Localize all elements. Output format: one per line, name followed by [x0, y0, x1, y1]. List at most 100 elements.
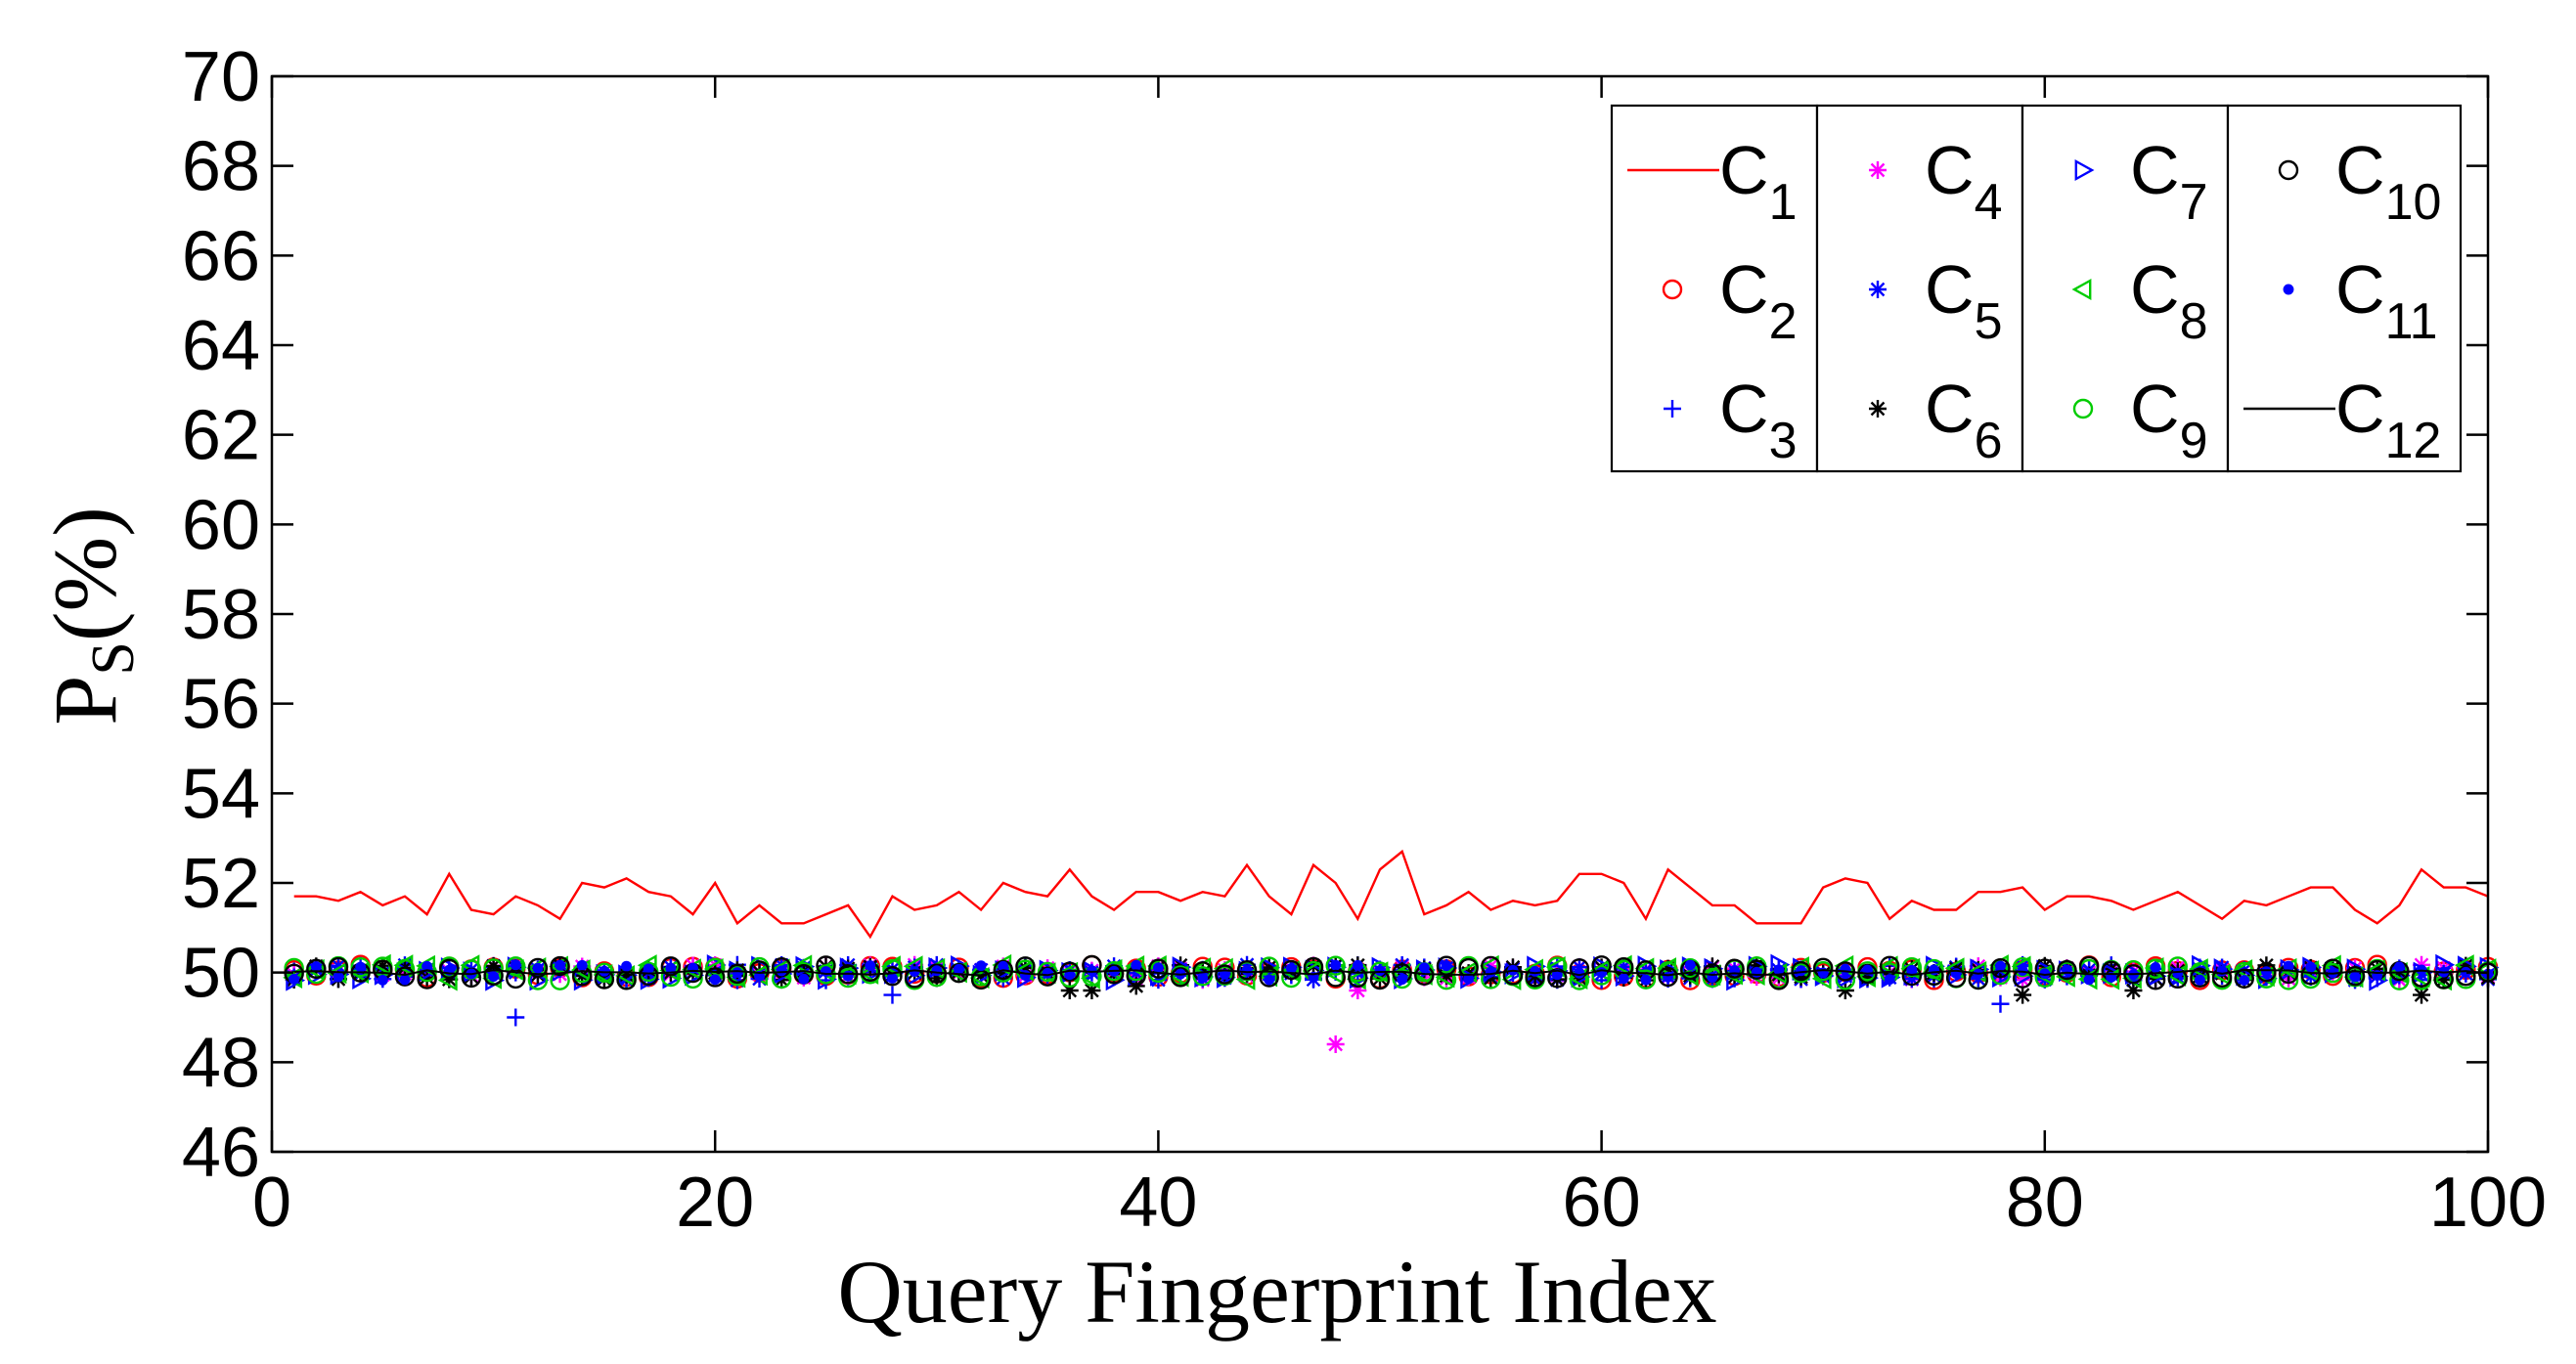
series-c9-point	[506, 956, 526, 977]
series-c5-point	[2257, 968, 2276, 987]
series-c11-point	[1796, 965, 1806, 977]
legend-label-base: C	[1925, 371, 1975, 447]
series-c12-line	[293, 969, 2489, 977]
series-c10-point	[705, 967, 726, 988]
series-c11-point-shape	[1374, 965, 1386, 977]
series-c11-point	[621, 960, 633, 972]
series-c6-point	[2368, 959, 2386, 978]
y-tick-label: 58	[182, 576, 260, 654]
plot-marks	[283, 849, 2500, 1053]
series-c6-point	[2434, 971, 2453, 990]
series-c9-point	[1325, 955, 1346, 976]
y-tick-label: 66	[182, 217, 260, 295]
series-c10-point-shape	[2057, 959, 2077, 981]
series-c9-point-shape	[350, 956, 371, 978]
legend-label-sub: 8	[2180, 293, 2208, 350]
series-c11-point	[1397, 974, 1408, 986]
legend-label-sub: 10	[2385, 174, 2442, 231]
series-c6-point-shape	[440, 970, 459, 989]
series-c10-point	[1236, 959, 1258, 981]
series-c1	[293, 849, 2489, 940]
series-c11-point-shape	[377, 974, 388, 986]
series-c11-point	[975, 960, 987, 972]
series-c11-point	[954, 963, 964, 975]
series-c11-point-shape	[732, 967, 743, 979]
series-c6-point	[617, 965, 636, 984]
legend-marker-sample-shape	[1869, 400, 1887, 418]
series-c11-point	[1640, 974, 1652, 986]
series-c11-point-shape	[2305, 961, 2317, 973]
series-c10-point-shape	[2344, 966, 2366, 987]
legend-label-sub: 12	[2385, 413, 2442, 469]
legend-label: C11	[2335, 251, 2438, 350]
series-c10-point	[2190, 967, 2210, 989]
legend-marker-sample	[2071, 278, 2092, 301]
series-c10-point	[2057, 959, 2077, 981]
series-c11-point	[333, 971, 344, 983]
series-c11-point	[377, 974, 388, 986]
series-c11-point	[865, 960, 876, 972]
series-c10-point-shape	[1148, 958, 1169, 979]
series-c6-point	[1371, 969, 1389, 988]
series-c7-point	[662, 967, 683, 990]
series-c11-point	[2349, 971, 2361, 983]
x-tick-label: 100	[2429, 1164, 2547, 1242]
series-c10-point-shape	[1724, 958, 1745, 979]
series-c11-point-shape	[1131, 959, 1142, 971]
legend-label-base: C	[1719, 371, 1769, 447]
series-c10-point	[1103, 964, 1125, 985]
legend-entry-c12: C12	[2243, 371, 2441, 469]
legend-label-sub: 7	[2180, 174, 2208, 231]
series-c6-point	[1858, 968, 1877, 987]
legend-label: C9	[2130, 371, 2207, 469]
series-c11-point-shape	[842, 970, 854, 982]
legend-marker-sample-shape	[2071, 278, 2092, 301]
legend-entry-c1: C1	[1627, 132, 1797, 231]
y-tick-label: 64	[182, 307, 260, 385]
legend-entry-c10: C10	[2278, 132, 2442, 231]
series-c5-point	[728, 971, 746, 990]
legend-label-base: C	[2335, 371, 2385, 447]
series-c6-point-shape	[994, 964, 1012, 983]
series-c9-point	[1192, 966, 1213, 987]
series-c11-point	[289, 974, 300, 985]
series-c9-point-shape	[506, 956, 526, 977]
y-axis-label: PS(%)	[35, 506, 147, 726]
series-c6-point-shape	[2434, 971, 2453, 990]
legend-label: C5	[1925, 251, 2002, 350]
series-c11-point	[1042, 967, 1053, 979]
series-c10-point-shape	[1236, 959, 1258, 981]
series-c10-point	[727, 963, 748, 985]
series-c11-point-shape	[1264, 974, 1275, 986]
series-c4-point-shape	[1349, 982, 1367, 999]
series-c5-point-shape	[2257, 968, 2276, 987]
series-c11-point-shape	[776, 965, 787, 977]
series-c4-point-shape	[1326, 1035, 1345, 1053]
series-c5-point-shape	[1570, 958, 1588, 977]
y-axis-label-suffix: (%)	[35, 506, 135, 641]
series-c9-point	[1635, 969, 1657, 990]
series-c10-point	[2256, 961, 2277, 983]
series-c11-point-shape	[1884, 974, 1895, 986]
series-c11-point	[1684, 959, 1696, 971]
series-c6-point	[2147, 970, 2165, 989]
series-c9-point	[2145, 958, 2166, 979]
series-c11-point-shape	[1241, 964, 1253, 976]
legend-entry-c2: C2	[1662, 251, 1797, 350]
legend-label-base: C	[2335, 251, 2385, 328]
series-c11-point-shape	[1042, 967, 1053, 979]
series-c6-point	[1127, 977, 1145, 995]
series-c11-point-shape	[488, 971, 500, 983]
series-c6-point	[2257, 956, 2276, 975]
series-c11-point-shape	[1152, 962, 1164, 974]
series-c6-point-shape	[617, 965, 636, 984]
series-c11-point-shape	[399, 974, 411, 986]
series-c10-point-shape	[2190, 967, 2210, 989]
x-tick-label: 60	[1563, 1164, 1641, 1242]
legend-entry-c3: C3	[1664, 371, 1797, 469]
legend-entry-c7: C7	[2074, 132, 2208, 231]
legend-entry-c8: C8	[2071, 251, 2208, 350]
